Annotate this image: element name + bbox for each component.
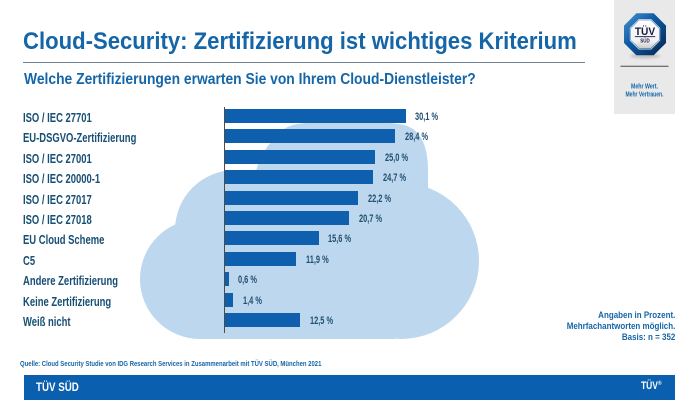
svg-text:SÜD: SÜD <box>640 38 650 45</box>
svg-text:Mehr Wert.: Mehr Wert. <box>631 83 658 90</box>
svg-text:TÜV: TÜV <box>635 25 655 38</box>
svg-text:Mehr Vertrauen.: Mehr Vertrauen. <box>626 91 664 98</box>
